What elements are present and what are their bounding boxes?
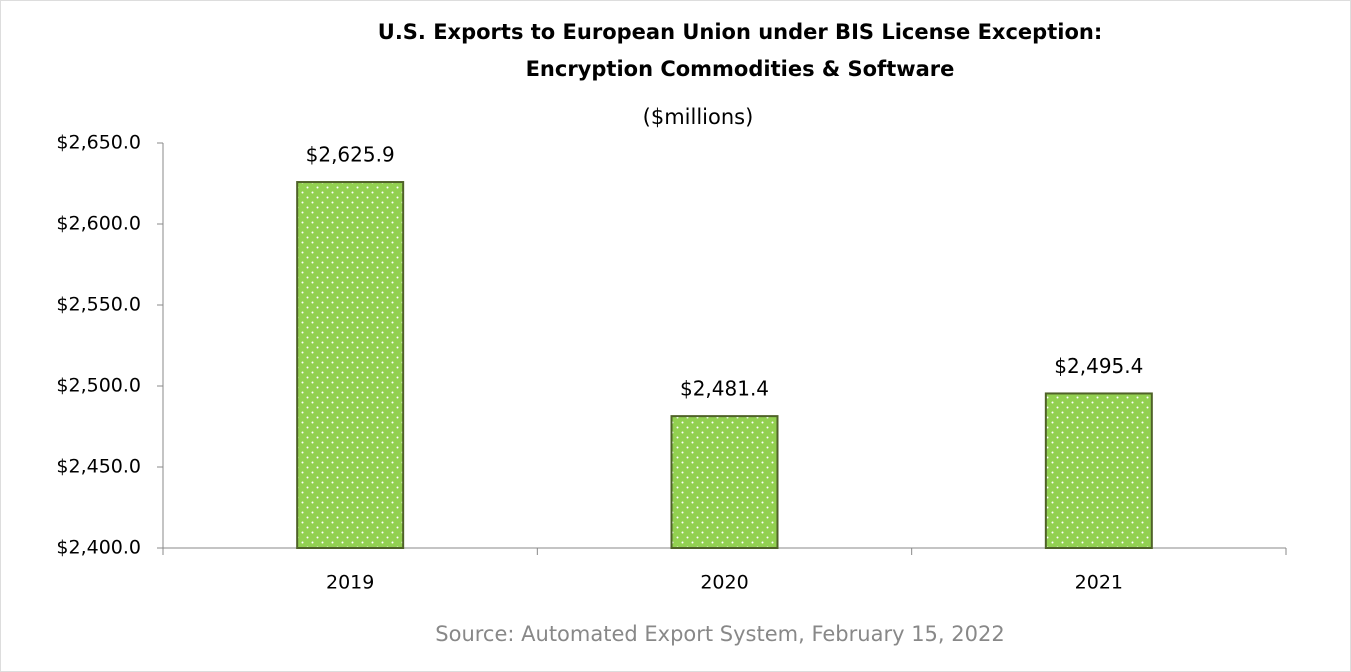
y-tick-label: $2,600.0 (56, 213, 141, 235)
chart-title: Encryption Commodities & Software (526, 57, 955, 81)
y-tick-label: $2,550.0 (56, 294, 141, 316)
source-note: Source: Automated Export System, Februar… (435, 622, 1004, 646)
x-tick-label: 2019 (326, 572, 374, 594)
y-tick-label: $2,500.0 (56, 375, 141, 397)
x-tick-label: 2021 (1075, 572, 1123, 594)
y-tick-label: $2,650.0 (56, 132, 141, 154)
bar (1044, 392, 1153, 549)
value-label: $2,625.9 (306, 143, 395, 167)
value-label: $2,481.4 (680, 377, 769, 401)
value-label: $2,495.4 (1054, 354, 1143, 378)
x-tick-label: 2020 (700, 572, 748, 594)
bar (670, 415, 779, 549)
y-tick-label: $2,450.0 (56, 456, 141, 478)
y-tick-label: $2,400.0 (56, 537, 141, 559)
bar (296, 181, 405, 550)
chart-title: U.S. Exports to European Union under BIS… (378, 20, 1102, 44)
chart-subtitle: ($millions) (643, 105, 754, 129)
